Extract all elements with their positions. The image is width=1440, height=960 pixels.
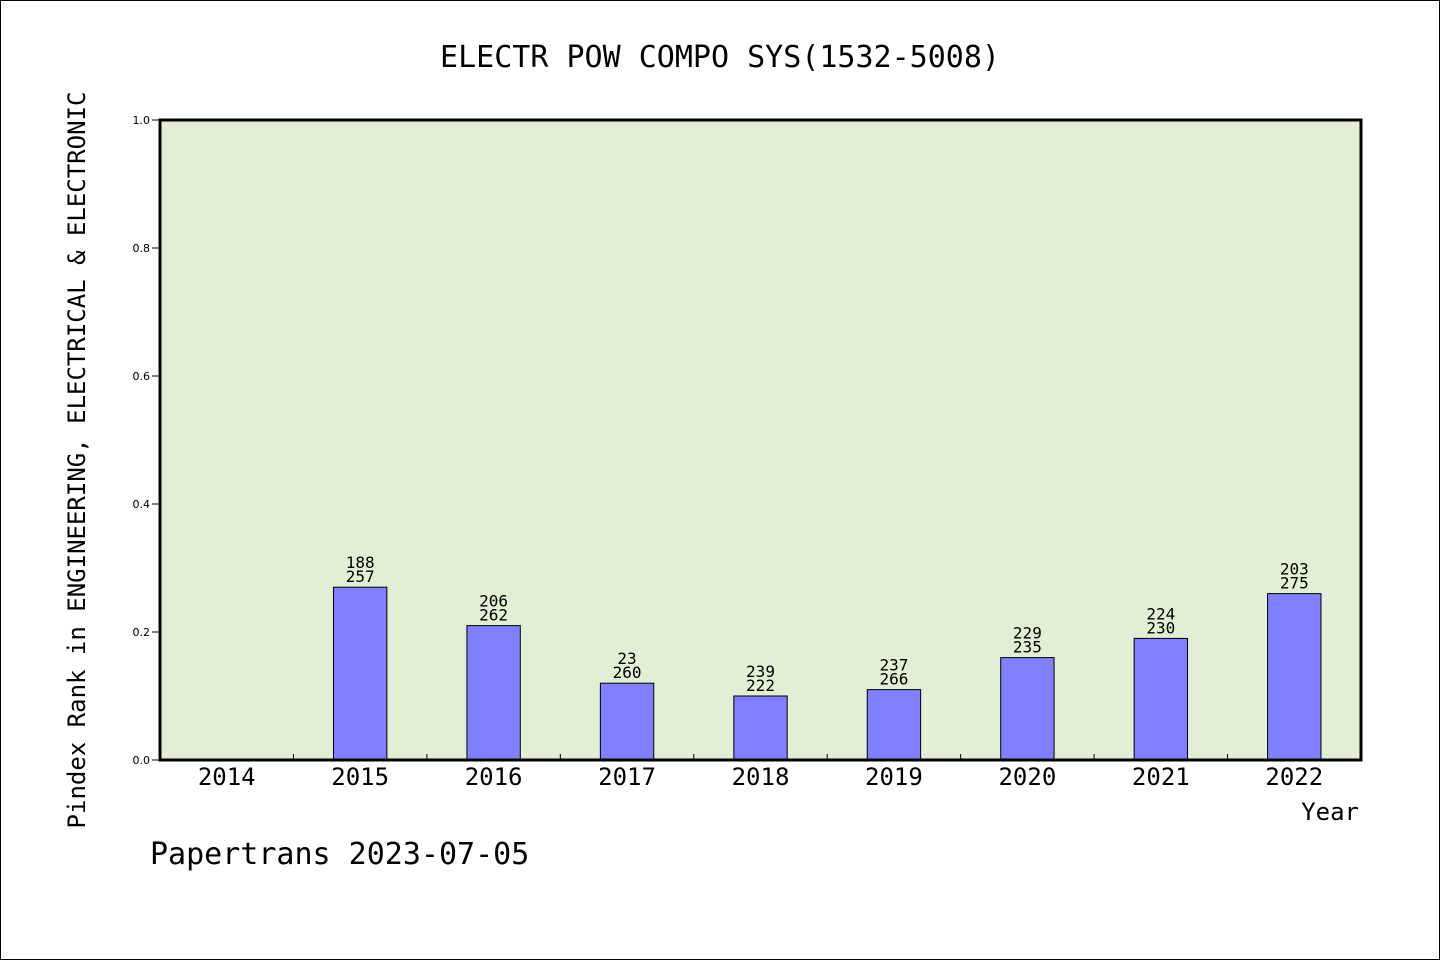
data-label-top: 203 [1280,560,1309,579]
data-label-bottom: 260 [613,663,642,682]
bar-2018 [733,695,788,761]
x-tick-label: 2020 [998,763,1056,791]
x-tick-label: 2017 [598,763,656,791]
y-tick-label: 0.2 [133,626,151,639]
data-label-bottom: 262 [479,606,508,625]
bar-2017 [599,682,655,761]
x-tick-label: 2021 [1132,763,1190,791]
bar-2019 [866,689,922,761]
y-tick-label: 0.0 [133,754,151,767]
x-tick-label: 2019 [865,763,923,791]
bar-series [332,586,1322,761]
chart-title: ELECTR POW COMPO SYS(1532-5008) [440,40,1000,75]
footer-credit: Papertrans 2023-07-05 [150,837,529,872]
y-tick-label: 0.4 [133,498,151,511]
data-label-bottom: 230 [1146,618,1175,637]
bar-2020 [1000,657,1055,761]
x-axis-ticks: 2014 2015 2016 2017 2018 2019 2020 2021 2022 [198,754,1323,791]
data-label-top: 188 [346,553,375,572]
data-label-bottom: 235 [1013,638,1042,657]
x-tick-label: 2022 [1265,763,1323,791]
y-axis-ticks: 0.0 0.2 0.4 0.6 0.8 1.0 [133,114,160,767]
bar-2022 [1267,593,1322,761]
data-label-top: 224 [1146,604,1175,623]
data-label-top: 229 [1013,624,1042,643]
plot-border [158,118,1363,762]
x-tick-label: 2016 [465,763,523,791]
x-axis-label: Year [1301,798,1359,826]
data-label-bottom: 266 [879,670,908,689]
data-label-bottom: 222 [746,676,775,695]
y-tick-label: 1.0 [133,114,151,127]
x-tick-label: 2015 [331,763,389,791]
y-tick-label: 0.6 [133,370,151,383]
data-label-bottom: 257 [346,567,375,586]
data-label-top: 239 [746,662,775,681]
bar-2015 [332,586,388,761]
data-label-top: 206 [479,592,508,611]
data-label-bottom: 275 [1280,574,1309,593]
y-tick-label: 0.8 [133,242,151,255]
bar-2021 [1133,637,1189,761]
x-tick-label: 2014 [198,763,256,791]
x-tick-label: 2018 [732,763,790,791]
data-label-top: 237 [879,656,908,675]
bar-2016 [466,625,521,761]
data-label-top: 23 [617,649,636,668]
y-axis-label: Pindex Rank in ENGINEERING, ELECTRICAL &… [63,92,91,829]
